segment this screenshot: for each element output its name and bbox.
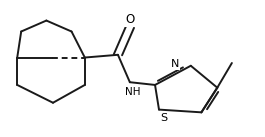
Text: S: S <box>161 113 168 123</box>
Text: NH: NH <box>125 87 140 97</box>
Text: N: N <box>170 59 179 69</box>
Text: O: O <box>125 13 134 26</box>
